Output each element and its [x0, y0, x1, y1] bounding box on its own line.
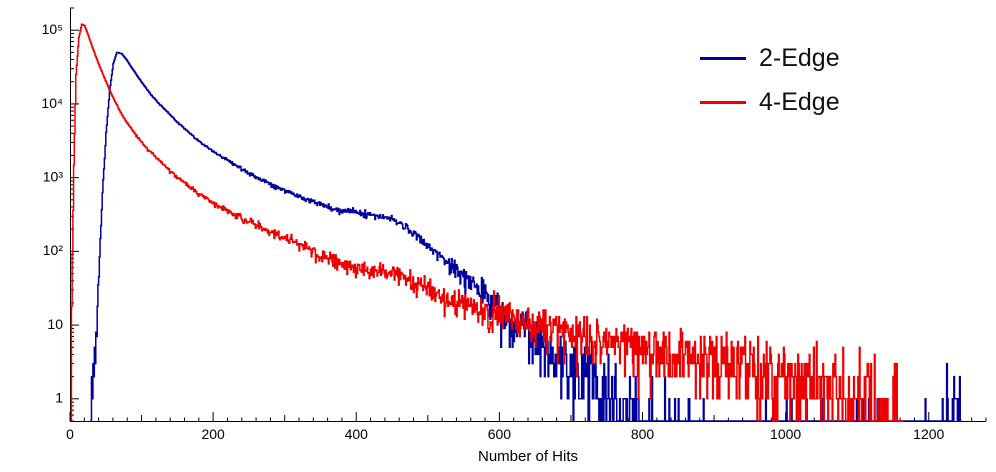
legend-entry: 2-Edge [700, 36, 840, 80]
legend-entry: 4-Edge [700, 80, 840, 124]
legend-line-2-edge [700, 56, 746, 60]
x-axis-label: Number of Hits [477, 448, 579, 465]
legend: 2-Edge 4-Edge [700, 36, 840, 124]
legend-label-2-edge: 2-Edge [759, 43, 840, 72]
legend-label-4-edge: 4-Edge [759, 87, 840, 116]
legend-line-4-edge [700, 100, 746, 104]
